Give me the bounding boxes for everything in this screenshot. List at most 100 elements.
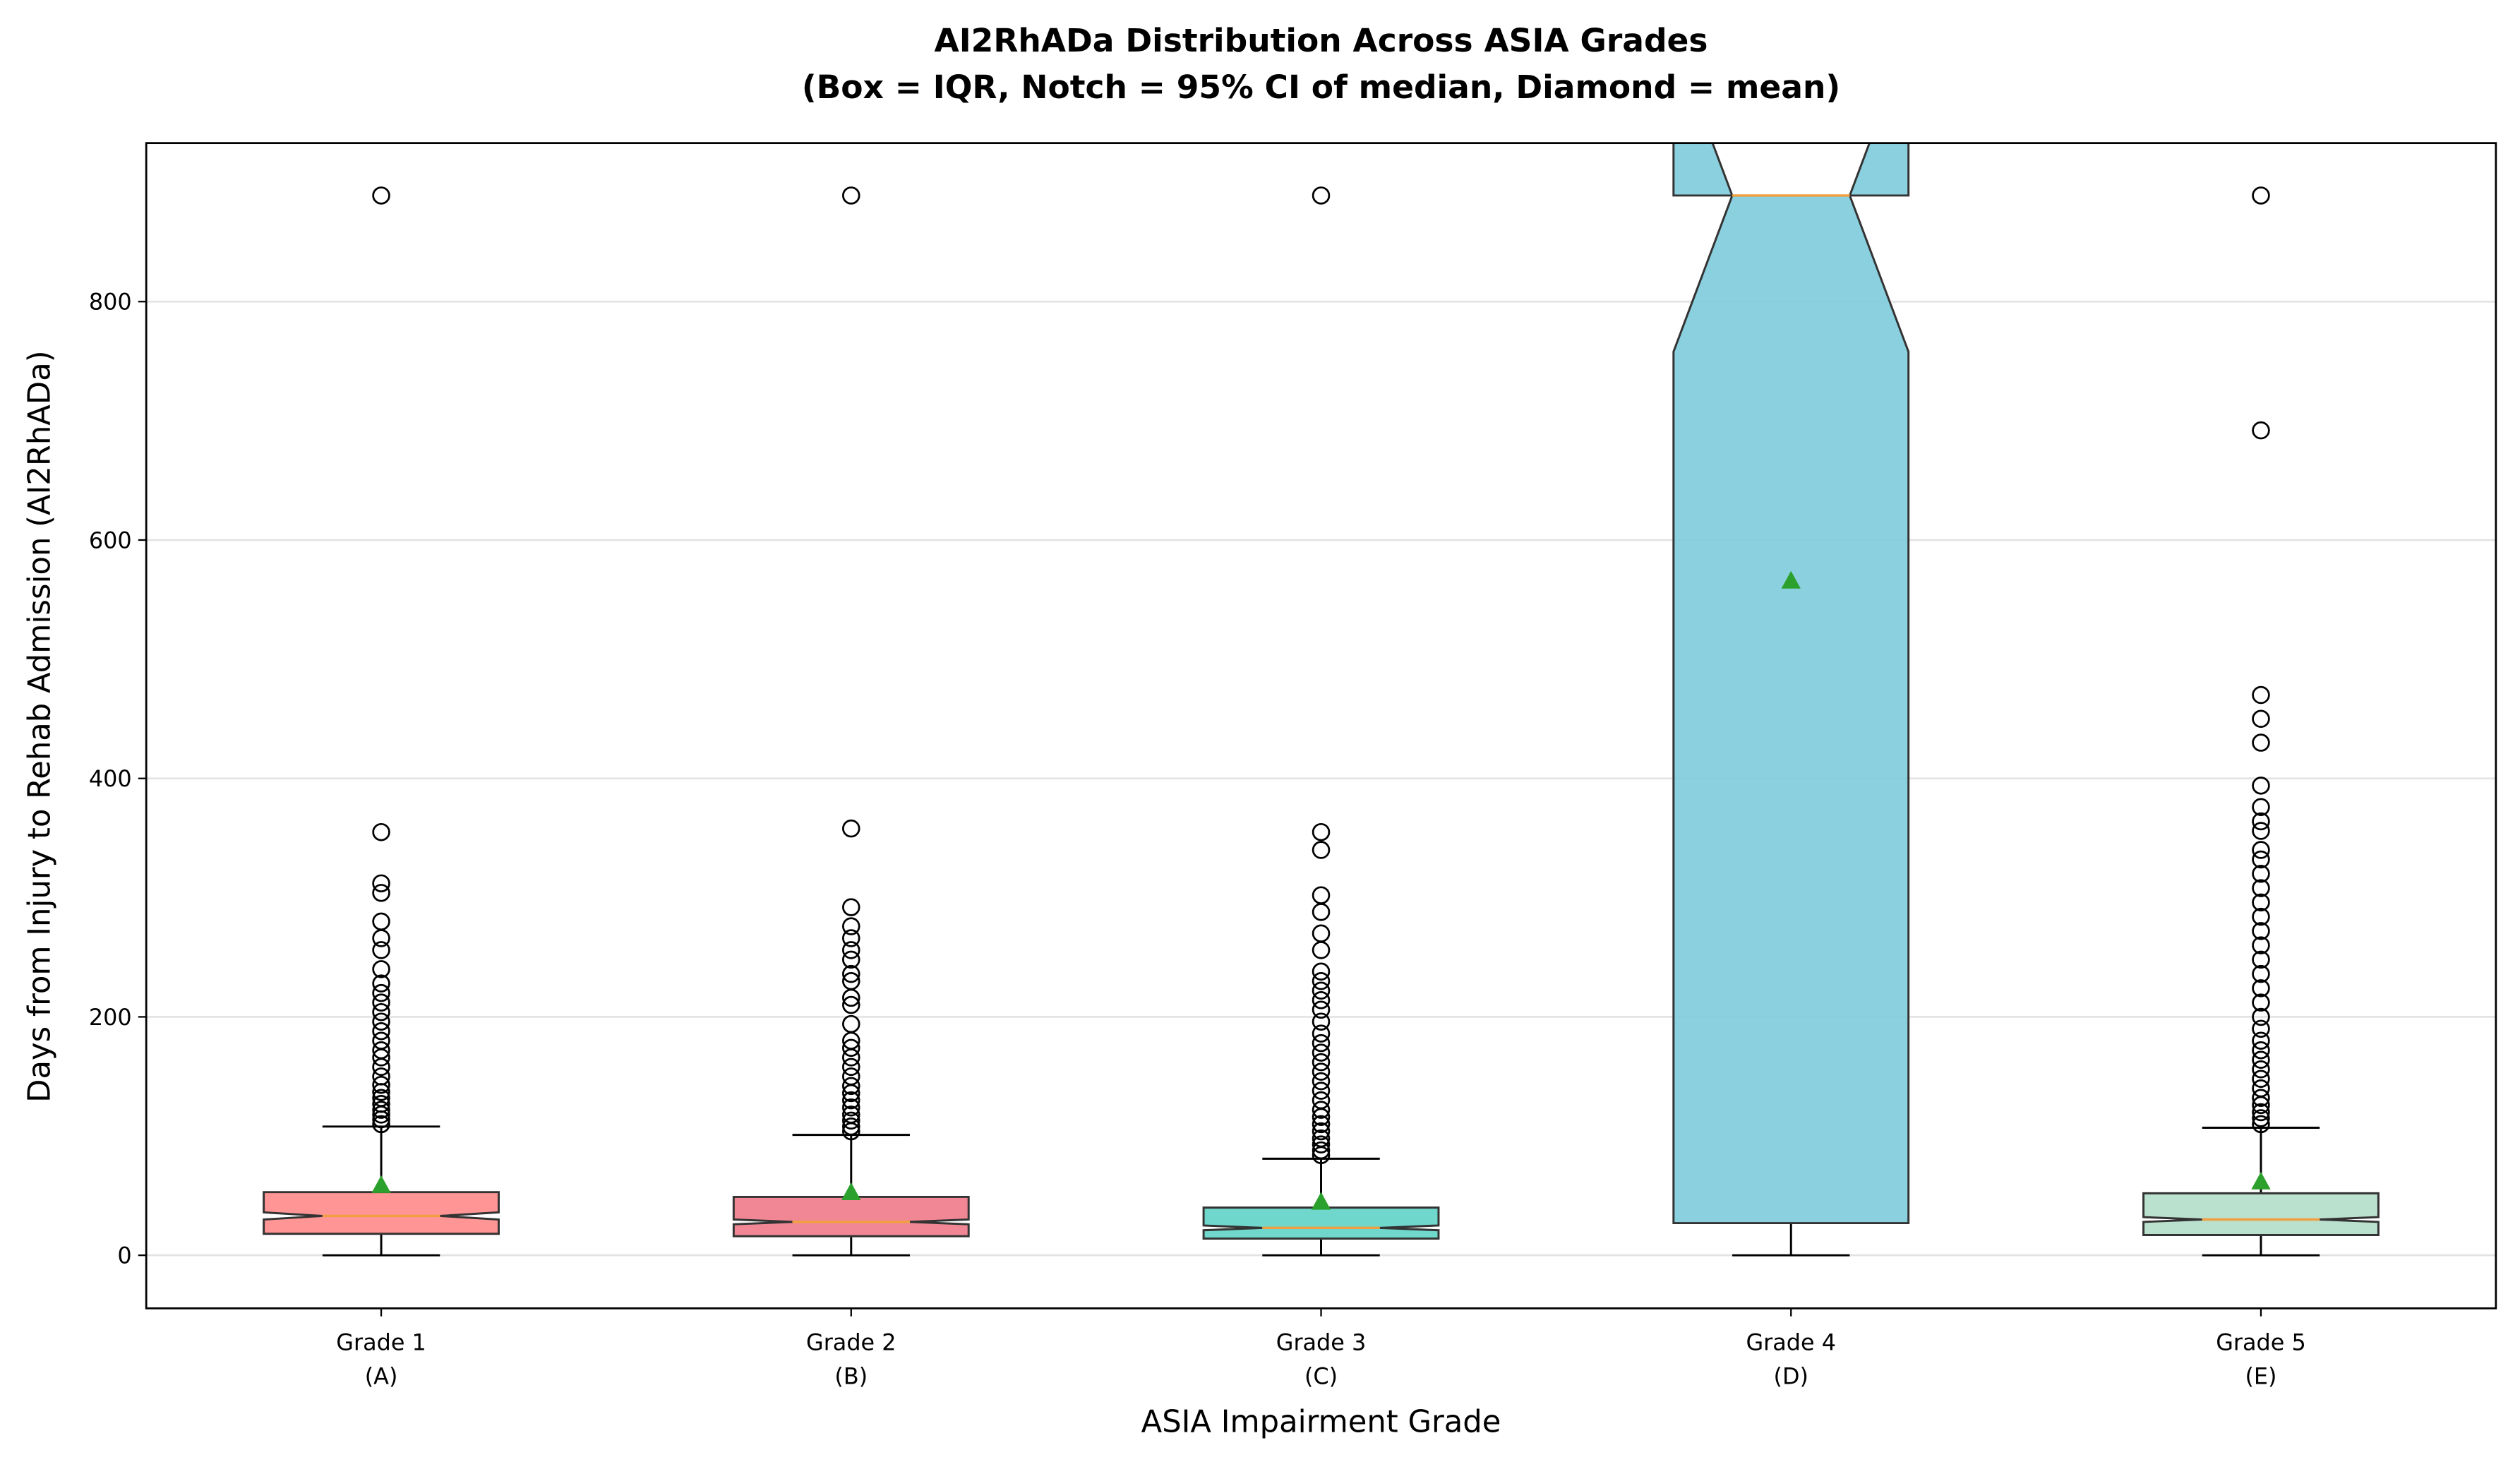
outlier: [842, 898, 860, 916]
outlier: [842, 941, 860, 959]
outlier: [1312, 962, 1331, 981]
outlier: [1312, 981, 1331, 1000]
x-tick-sublabel: (D): [1774, 1362, 1808, 1389]
plot-area: [263, 143, 2380, 1257]
x-tick-sublabel: (A): [365, 1362, 398, 1389]
x-tick-sublabel: (C): [1304, 1362, 1338, 1389]
outlier: [842, 1067, 860, 1086]
outlier: [372, 1057, 390, 1077]
outlier: [842, 1111, 860, 1130]
outlier: [1312, 1141, 1331, 1160]
outlier: [1312, 1081, 1331, 1100]
outlier: [1312, 1091, 1331, 1110]
outlier: [2252, 1050, 2270, 1069]
grid: [146, 300, 2496, 1257]
outlier: [2252, 865, 2270, 883]
outlier: [842, 186, 860, 205]
chart-subtitle: (Box = IQR, Notch = 95% CI of median, Di…: [802, 68, 1840, 106]
x-tick-label: Grade 3: [1276, 1329, 1367, 1356]
outlier: [842, 929, 860, 947]
box: [732, 1195, 970, 1238]
x-tick-sublabel: (B): [834, 1362, 868, 1389]
mean-marker: [1781, 570, 1801, 589]
outlier: [2252, 1115, 2270, 1134]
outlier: [1312, 1053, 1331, 1072]
y-tick-label: 600: [89, 527, 132, 553]
outlier: [2252, 1089, 2270, 1108]
outlier: [842, 1118, 860, 1136]
outlier: [2252, 936, 2270, 954]
outlier: [1312, 1135, 1331, 1154]
outlier: [2252, 685, 2270, 705]
outlier: [842, 1057, 860, 1077]
outlier: [1312, 886, 1331, 904]
outlier: [2252, 850, 2270, 869]
box: [263, 1191, 500, 1235]
x-axis-label: ASIA Impairment Grade: [1141, 1405, 1501, 1440]
outlier: [372, 1067, 390, 1086]
outlier: [1312, 1012, 1331, 1031]
outlier: [2252, 922, 2270, 940]
outlier: [372, 1021, 390, 1041]
outlier: [842, 1014, 860, 1033]
mean-marker: [2251, 1171, 2271, 1190]
x-tick-label: Grade 5: [2216, 1329, 2306, 1356]
outlier: [842, 1077, 860, 1096]
outlier: [842, 1091, 860, 1110]
outlier: [1312, 1101, 1331, 1119]
outlier: [1312, 1024, 1331, 1043]
outlier: [2252, 822, 2270, 840]
outlier: [372, 884, 390, 902]
outlier: [2252, 1109, 2270, 1127]
outlier: [1312, 924, 1331, 942]
outlier: [2252, 421, 2270, 440]
outlier: [2252, 798, 2270, 816]
outlier: [2252, 812, 2270, 831]
outlier: [372, 983, 390, 1002]
outlier: [372, 1041, 390, 1060]
outlier: [2252, 841, 2270, 859]
outlier: [2252, 893, 2270, 912]
box: [1672, 143, 1910, 1225]
outlier: [2252, 950, 2270, 969]
outlier: [2252, 1060, 2270, 1079]
outlier: [372, 874, 390, 893]
y-tick-label: 400: [89, 765, 132, 792]
outlier: [842, 917, 860, 935]
outlier: [372, 974, 390, 993]
outlier: [1312, 1000, 1331, 1019]
outlier: [1312, 1072, 1331, 1091]
chart-title: AI2RhADa Distribution Across ASIA Grades: [935, 22, 1708, 59]
mean-marker: [1311, 1192, 1331, 1210]
outlier: [1312, 991, 1331, 1009]
outlier: [372, 822, 390, 841]
outlier: [2252, 993, 2270, 1012]
outlier: [2252, 1069, 2270, 1089]
outlier: [2252, 777, 2270, 795]
outlier: [842, 964, 860, 983]
outlier: [372, 1075, 390, 1094]
outlier: [1312, 1122, 1331, 1141]
y-tick-label: 800: [89, 289, 132, 316]
outlier: [1312, 903, 1331, 921]
outlier: [1312, 1062, 1331, 1081]
outlier: [2252, 979, 2270, 997]
mean-marker: [841, 1182, 861, 1201]
outlier: [372, 1089, 390, 1108]
outlier: [1312, 1129, 1331, 1148]
outlier: [372, 1012, 390, 1031]
outlier: [2252, 907, 2270, 926]
outlier: [842, 995, 860, 1014]
plot-frame: [145, 142, 2497, 1310]
outlier: [1312, 1043, 1331, 1062]
outlier: [1312, 822, 1331, 841]
x-tick-label: Grade 2: [806, 1329, 896, 1356]
outlier: [372, 186, 390, 205]
outlier: [842, 1038, 860, 1057]
outlier: [2252, 964, 2270, 983]
outlier: [2252, 1019, 2270, 1038]
outlier: [372, 1101, 390, 1119]
outlier: [2252, 1031, 2270, 1050]
